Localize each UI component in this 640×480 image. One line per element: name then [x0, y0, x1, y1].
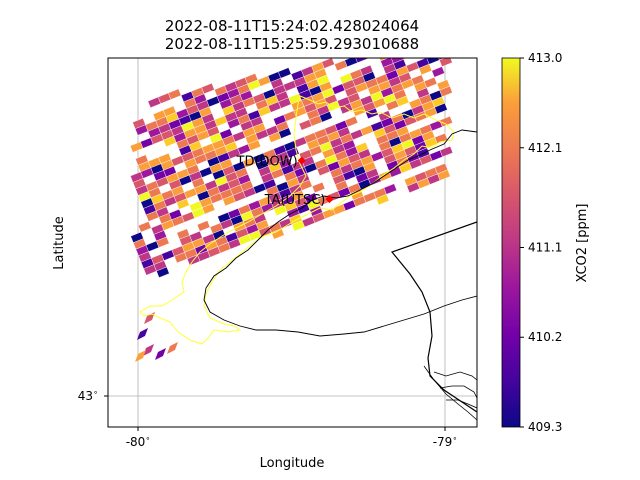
- sounding-cell: [439, 146, 454, 158]
- sounding-cell: [439, 115, 453, 128]
- river-detail: [423, 365, 477, 421]
- coastline: [203, 129, 477, 337]
- colorbar-tick-label: 410.2: [528, 330, 562, 344]
- sounding-cell: [434, 102, 448, 115]
- sounding-cell: [424, 47, 437, 58]
- sounding-cell: [201, 203, 216, 215]
- sounding-cell: [311, 181, 326, 194]
- site-marker: [297, 156, 306, 165]
- sounding-cell: [421, 41, 434, 52]
- x-tick-label-1: -80∘: [126, 434, 151, 449]
- colorbar-label: XCO2 [ppm]: [575, 204, 590, 283]
- y-axis-label: Latitude: [52, 216, 67, 270]
- sounding-cell: [135, 350, 146, 362]
- title-line-2: 2022-08-11T15:25:59.293010688: [165, 35, 419, 53]
- sounding-cell: [434, 43, 447, 54]
- sounding-cell: [432, 37, 445, 48]
- sounding-cell: [137, 328, 148, 340]
- sounding-cell: [383, 183, 397, 195]
- y-tick-label-1: 43∘: [78, 388, 98, 403]
- sounding-cell: [431, 66, 445, 78]
- sounding-cell: [167, 342, 178, 354]
- title-line-1: 2022-08-11T15:24:02.428024064: [165, 17, 419, 35]
- x-axis-label: Longitude: [260, 456, 325, 471]
- sounding-cell: [278, 127, 292, 139]
- sounding-cell: [344, 116, 359, 128]
- colorbar-tick-label: 411.1: [528, 240, 562, 254]
- sounding-cell: [437, 169, 451, 181]
- xco2-soundings: [129, 37, 454, 362]
- sounding-cell: [155, 348, 166, 360]
- colorbar-tick-label: 413.0: [528, 51, 562, 65]
- colorbar-ticks: 409.3 410.2 411.1 412.1 413.0: [520, 51, 562, 434]
- colorbar-tick-label: 409.3: [528, 420, 562, 434]
- x-tick-label-2: -79∘: [433, 434, 458, 449]
- sounding-cell: [144, 312, 155, 324]
- border-line: [390, 221, 477, 413]
- sounding-cell: [439, 58, 453, 67]
- sounding-cell: [271, 228, 285, 240]
- site-markers: TD(DOW) TA(UTSC): [236, 155, 334, 208]
- sounding-cell: [156, 236, 170, 248]
- sounding-cell: [355, 58, 369, 63]
- sounding-cell: [439, 85, 453, 97]
- plot-frame: [107, 57, 478, 428]
- site-label: TD(DOW): [236, 155, 298, 170]
- yellow-boundary: [139, 95, 455, 345]
- sounding-cell: [319, 111, 333, 123]
- sounding-cell: [143, 344, 154, 356]
- colorbar-tick-label: 412.1: [528, 141, 562, 155]
- sounding-cell: [247, 139, 262, 151]
- sounding-cell: [375, 194, 390, 206]
- site-label: TA(UTSC): [264, 193, 326, 208]
- colorbar: 409.3 410.2 411.1 412.1 413.0 XCO2 [ppm]: [501, 51, 590, 434]
- site-marker: [325, 195, 334, 204]
- sounding-cell: [156, 266, 170, 278]
- colorbar-gradient: [501, 57, 521, 428]
- map-plot-area: TD(DOW) TA(UTSC): [107, 37, 478, 428]
